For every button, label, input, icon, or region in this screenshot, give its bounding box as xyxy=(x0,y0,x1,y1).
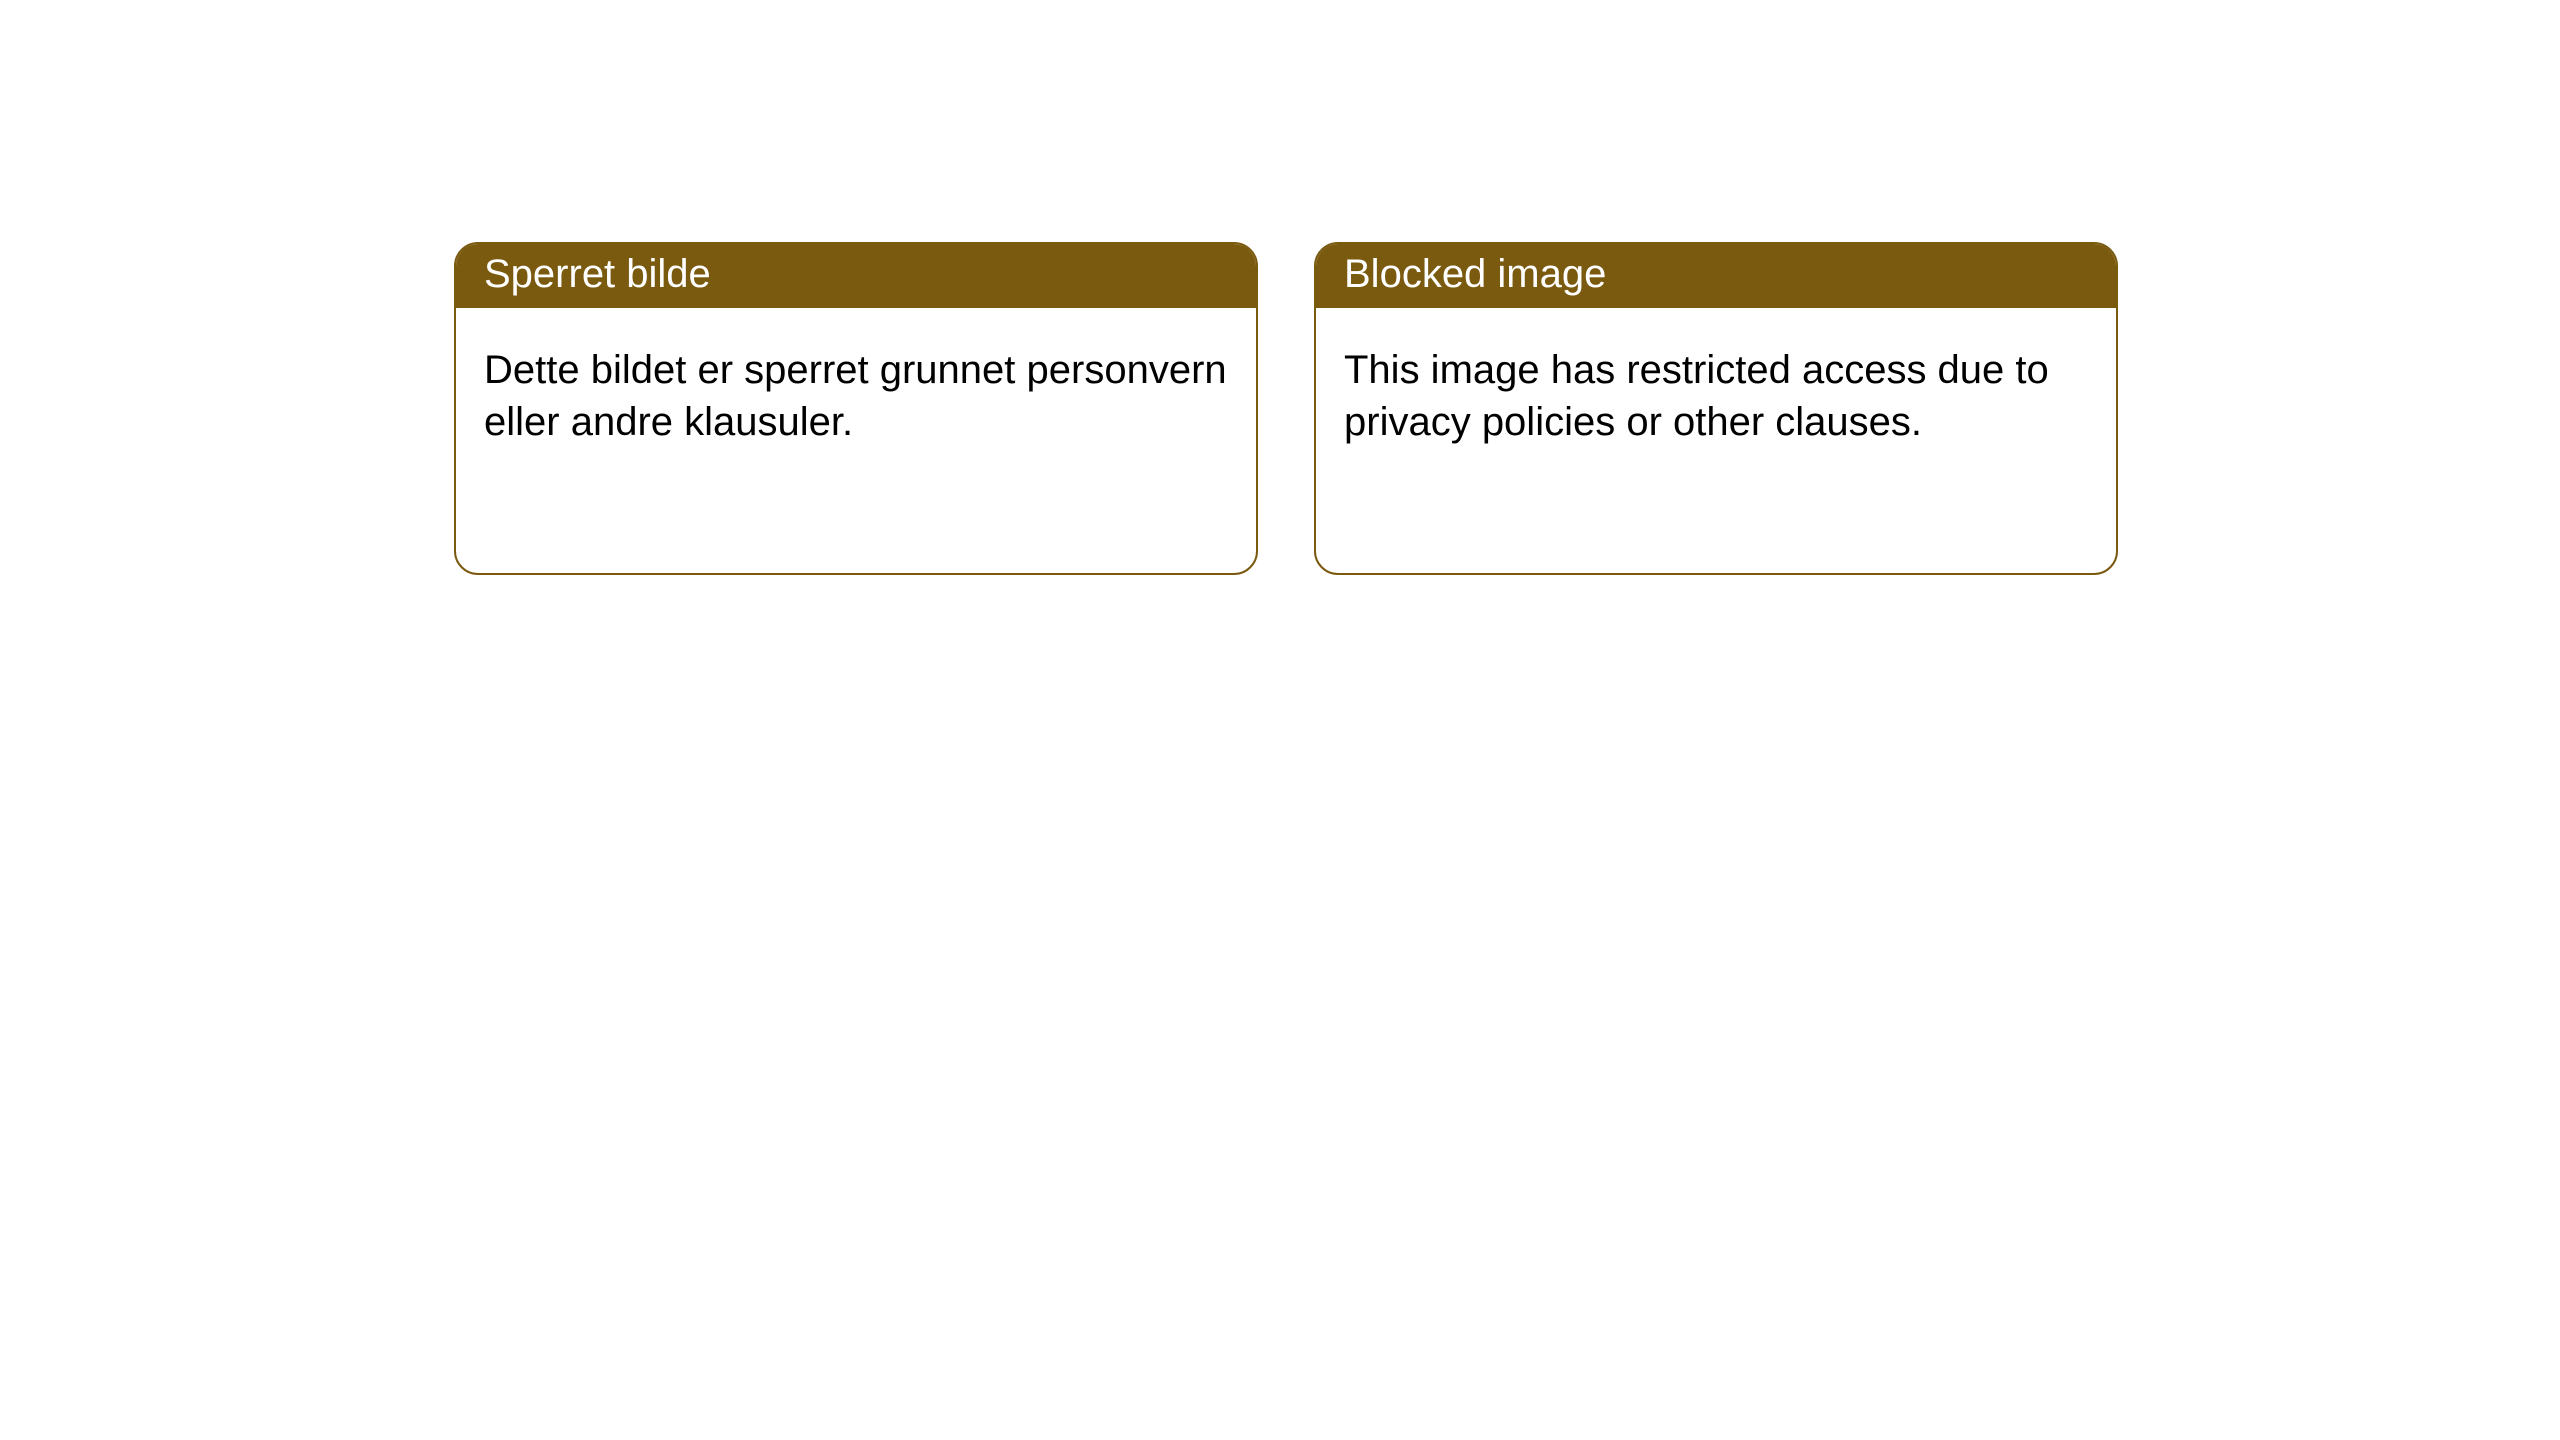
notice-title-no: Sperret bilde xyxy=(456,244,1256,308)
notice-container: Sperret bilde Dette bildet er sperret gr… xyxy=(0,0,2560,575)
notice-body-no: Dette bildet er sperret grunnet personve… xyxy=(456,308,1256,476)
notice-title-en: Blocked image xyxy=(1316,244,2116,308)
notice-card-en: Blocked image This image has restricted … xyxy=(1314,242,2118,575)
notice-card-no: Sperret bilde Dette bildet er sperret gr… xyxy=(454,242,1258,575)
notice-body-en: This image has restricted access due to … xyxy=(1316,308,2116,476)
